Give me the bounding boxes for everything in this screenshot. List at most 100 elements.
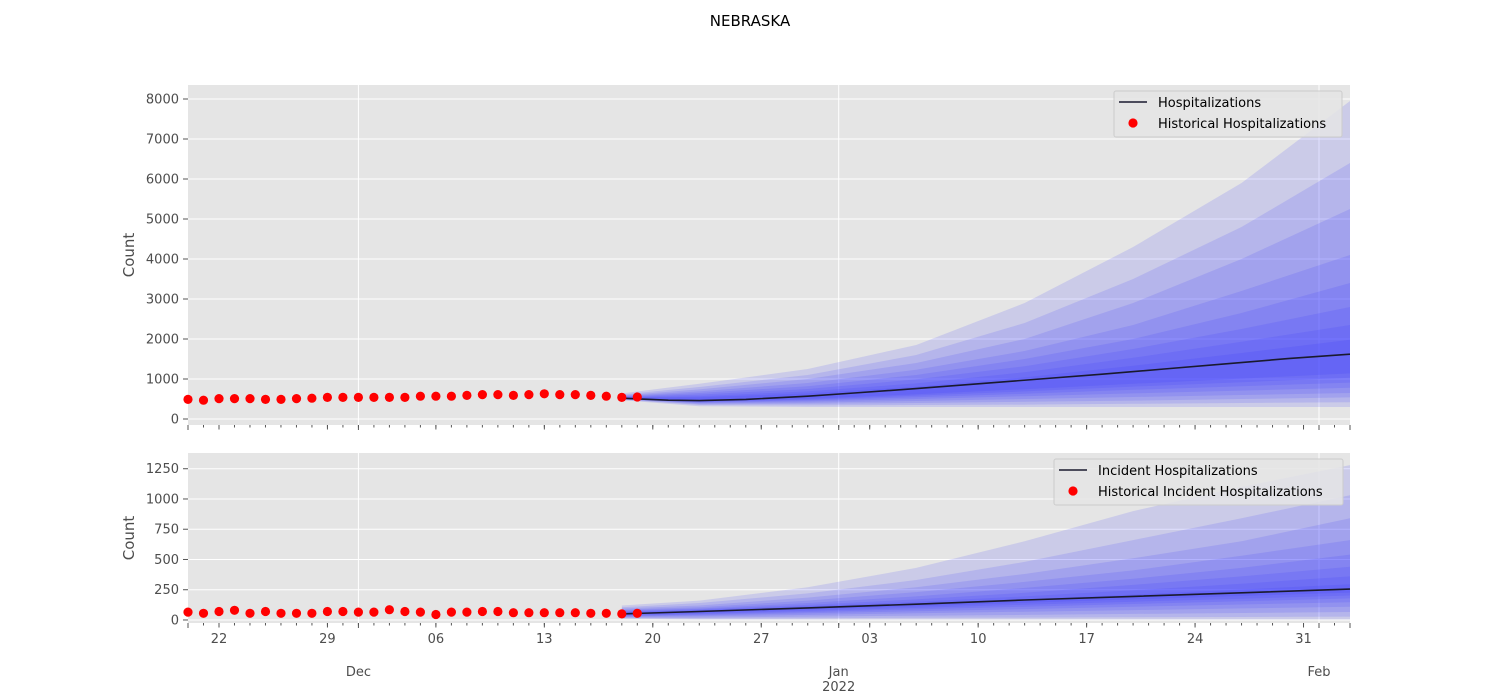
uncertainty-band bbox=[621, 163, 1350, 406]
y-axis-label: Count bbox=[120, 516, 138, 561]
median-line bbox=[621, 588, 1350, 615]
historical-point bbox=[260, 394, 271, 404]
historical-point bbox=[183, 394, 193, 404]
uncertainty-band bbox=[621, 339, 1350, 402]
historical-point bbox=[400, 606, 410, 617]
year-label: 2022 bbox=[822, 680, 855, 695]
historical-point bbox=[462, 390, 472, 400]
historical-point bbox=[570, 608, 580, 618]
historical-point bbox=[462, 607, 472, 617]
historical-point bbox=[183, 607, 193, 617]
uncertainty-band bbox=[621, 209, 1350, 405]
legend: Hospitalizations Historical Hospitalizati… bbox=[1113, 90, 1343, 138]
historical-point bbox=[601, 391, 611, 401]
historical-point bbox=[431, 609, 441, 620]
historical-point bbox=[493, 606, 503, 617]
legend-box bbox=[1053, 458, 1344, 506]
x-tick-label: 22 bbox=[211, 632, 228, 647]
legend-label-historical: Historical Incident Hospitalizations bbox=[1098, 485, 1323, 500]
historical-point bbox=[214, 606, 224, 617]
historical-point bbox=[229, 605, 240, 615]
historical-point bbox=[307, 608, 317, 618]
legend-dot-swatch bbox=[1128, 118, 1138, 128]
historical-point bbox=[322, 606, 332, 617]
x-tick-label: 24 bbox=[1187, 632, 1204, 647]
historical-point bbox=[322, 392, 332, 402]
x-tick-label: 20 bbox=[645, 632, 662, 647]
historical-point bbox=[508, 608, 518, 618]
historical-point bbox=[446, 391, 456, 401]
x-tick-label: 06 bbox=[428, 632, 445, 647]
uncertainty-band bbox=[621, 101, 1350, 407]
y-tick-label: 2000 bbox=[146, 333, 179, 348]
historical-point bbox=[260, 606, 271, 617]
y-tick-label: 1000 bbox=[146, 492, 179, 507]
historical-point bbox=[369, 392, 379, 402]
historical-point bbox=[245, 394, 255, 404]
uncertainty-band bbox=[621, 325, 1350, 402]
historical-point bbox=[524, 608, 534, 618]
uncertainty-band bbox=[621, 307, 1350, 403]
historical-point bbox=[214, 394, 224, 404]
month-label-feb: Feb bbox=[1307, 665, 1330, 680]
plot-area bbox=[621, 101, 1350, 407]
historical-point bbox=[524, 390, 534, 400]
historical-point bbox=[198, 608, 209, 618]
x-tick-label: 29 bbox=[319, 632, 336, 647]
x-tick-label: 03 bbox=[861, 632, 878, 647]
historical-point bbox=[539, 389, 549, 399]
y-tick-label: 500 bbox=[154, 553, 179, 568]
historical-point bbox=[493, 390, 503, 400]
historical-point bbox=[508, 390, 518, 400]
legend-label-median: Incident Hospitalizations bbox=[1098, 464, 1258, 479]
historical-point bbox=[276, 608, 286, 618]
historical-point bbox=[276, 394, 286, 404]
figure-title: NEBRASKA bbox=[710, 12, 791, 30]
legend: Incident Hospitalizations Historical Inci… bbox=[1053, 458, 1344, 506]
uncertainty-band bbox=[621, 540, 1350, 617]
historical-point bbox=[338, 392, 348, 402]
historical-point bbox=[570, 390, 580, 400]
historical-point bbox=[369, 607, 379, 617]
uncertainty-band bbox=[621, 283, 1350, 403]
historical-point bbox=[446, 607, 456, 617]
x-tick-label: 17 bbox=[1078, 632, 1095, 647]
historical-point bbox=[586, 608, 596, 618]
y-tick-label: 250 bbox=[154, 583, 179, 598]
historical-point bbox=[291, 608, 302, 618]
month-label-jan: Jan bbox=[828, 665, 849, 680]
historical-point bbox=[617, 392, 627, 402]
historical-point bbox=[400, 392, 410, 402]
hospitalizations-panel: 0 1000 2000 3000 4000 5000 6000 7000 8000 Count Ho… bbox=[120, 85, 1351, 430]
historical-point bbox=[477, 606, 487, 617]
historical-point bbox=[338, 606, 348, 617]
y-tick-label: 0 bbox=[171, 613, 179, 628]
y-tick-label: 8000 bbox=[146, 93, 179, 108]
legend-dot-swatch bbox=[1068, 486, 1078, 496]
uncertainty-band bbox=[621, 566, 1350, 616]
uncertainty-band bbox=[621, 554, 1350, 617]
x-tick-label: 27 bbox=[753, 632, 770, 647]
uncertainty-band bbox=[621, 495, 1350, 619]
historical-point bbox=[415, 391, 425, 401]
historical-point bbox=[198, 395, 209, 405]
historical-point bbox=[353, 607, 363, 617]
y-axis-label: Count bbox=[120, 233, 138, 278]
x-tick-label: 10 bbox=[970, 632, 987, 647]
uncertainty-band bbox=[621, 255, 1350, 404]
historical-point bbox=[384, 392, 394, 402]
historical-point bbox=[245, 608, 255, 618]
historical-point bbox=[632, 392, 642, 402]
historical-point bbox=[601, 608, 611, 618]
y-tick-label: 3000 bbox=[146, 293, 179, 308]
historical-point bbox=[632, 608, 642, 618]
legend-box bbox=[1113, 90, 1343, 138]
historical-point bbox=[384, 605, 394, 615]
historical-point bbox=[586, 390, 596, 400]
plot-background bbox=[188, 85, 1350, 425]
incident-hospitalizations-panel: 0 250 500 750 1000 1250 Count Incident Hospital… bbox=[120, 453, 1351, 628]
historical-point bbox=[307, 393, 317, 403]
historical-point bbox=[555, 608, 565, 618]
y-tick-label: 5000 bbox=[146, 213, 179, 228]
historical-point bbox=[353, 392, 363, 402]
